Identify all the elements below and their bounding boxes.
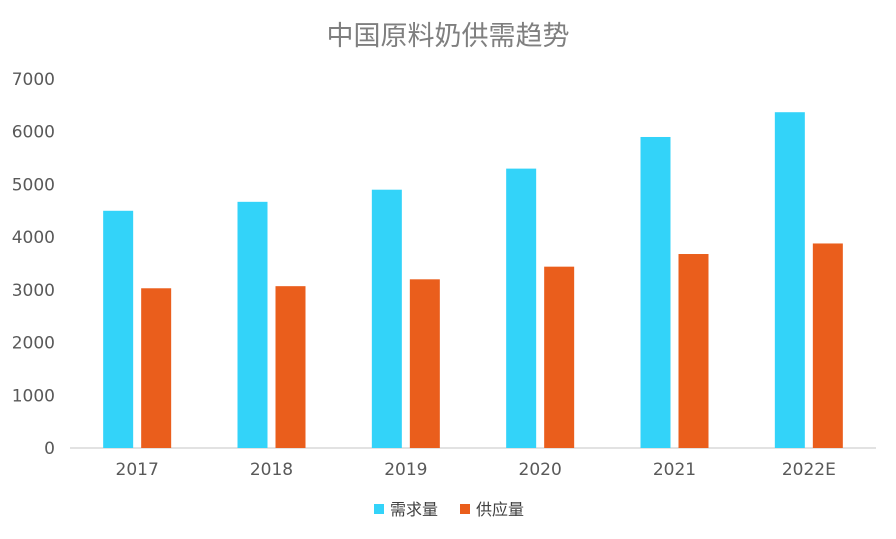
y-tick-label: 7000: [12, 70, 55, 90]
x-tick-label: 2022E: [782, 460, 836, 480]
y-tick-label: 2000: [12, 334, 55, 354]
x-tick-label: 2021: [653, 460, 696, 480]
bar-demand-2022E: [774, 112, 805, 449]
bar-demand-2018: [237, 201, 268, 448]
legend-label-supply: 供应量: [476, 500, 524, 519]
bars: [103, 112, 843, 449]
y-tick-label: 1000: [12, 386, 55, 406]
x-tick-label: 2020: [519, 460, 562, 480]
bar-supply-2017: [141, 288, 172, 448]
legend-swatch-supply: [460, 504, 470, 514]
bar-demand-2021: [640, 136, 671, 448]
bar-supply-2020: [544, 266, 575, 448]
bar-supply-2018: [275, 286, 306, 448]
bar-demand-2017: [103, 210, 134, 448]
y-tick-label: 4000: [12, 228, 55, 248]
bar-supply-2021: [678, 254, 709, 448]
x-tick-label: 2018: [250, 460, 293, 480]
x-tick-label: 2017: [116, 460, 159, 480]
legend-label-demand: 需求量: [390, 500, 438, 519]
bar-supply-2022E: [812, 243, 843, 448]
legend-swatch-demand: [374, 504, 384, 514]
y-tick-label: 0: [44, 439, 55, 459]
x-tick-label: 2019: [384, 460, 427, 480]
bar-supply-2019: [409, 279, 440, 448]
x-axis-ticks: 2017 2018 2019 2020 2021 2022E: [116, 460, 836, 480]
y-tick-label: 3000: [12, 281, 55, 301]
bar-demand-2020: [506, 168, 537, 448]
y-axis-ticks: 0 1000 2000 3000 4000 5000 6000 7000: [12, 70, 55, 459]
chart-title: 中国原料奶供需趋势: [327, 21, 570, 52]
y-tick-label: 5000: [12, 175, 55, 195]
y-tick-label: 6000: [12, 123, 55, 143]
legend: 需求量 供应量: [374, 500, 524, 519]
bar-demand-2019: [371, 189, 402, 448]
